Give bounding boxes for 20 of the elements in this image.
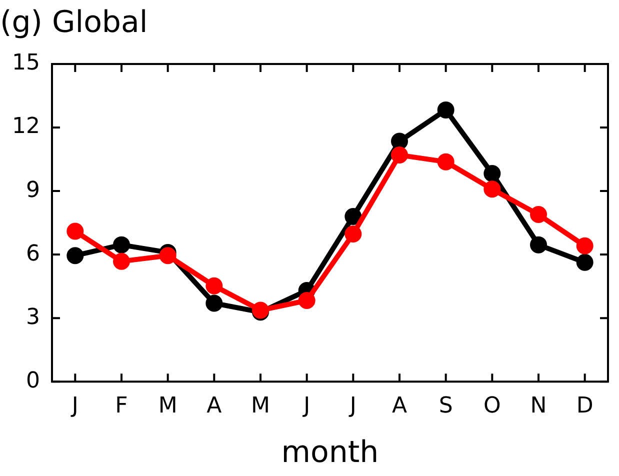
x-tick-label: S [438, 394, 453, 419]
y-tick-label: 15 [12, 50, 40, 76]
x-tick-label: J [302, 394, 310, 419]
x-tick-label: J [348, 394, 356, 419]
x-tick-label: A [206, 394, 222, 419]
y-tick-label: 0 [26, 368, 40, 394]
x-tick-label: D [576, 394, 594, 419]
y-tick-label: 9 [26, 178, 40, 203]
chart-title: (g) Global [0, 4, 148, 40]
x-tick-label: A [392, 394, 408, 419]
y-tick-label: 6 [26, 241, 40, 266]
x-tick-label: M [158, 394, 178, 419]
x-tick-label: N [530, 394, 547, 419]
y-tick-label: 3 [26, 304, 40, 330]
y-tick-label: 12 [12, 114, 40, 140]
x-tick-label: O [484, 394, 501, 419]
x-tick-label: J [70, 394, 78, 419]
x-tick-label: M [251, 394, 270, 419]
x-tick-label: F [115, 394, 128, 419]
x-axis-title: month [281, 434, 379, 470]
